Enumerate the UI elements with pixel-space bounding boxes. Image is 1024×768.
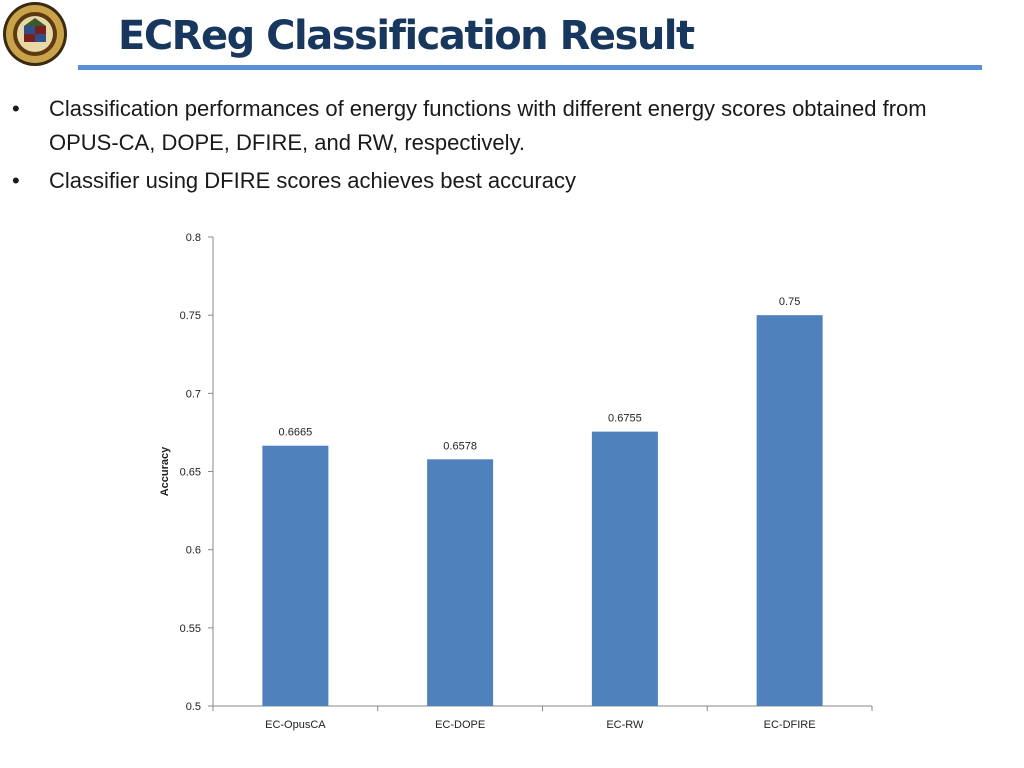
bullet-text: Classification performances of energy fu… (49, 96, 927, 155)
x-tick-label: EC-RW (606, 719, 644, 731)
bullet-marker: • (12, 96, 20, 121)
bullet-text: Classifier using DFIRE scores achieves b… (49, 168, 576, 193)
bar-ec-opusca (262, 445, 329, 706)
bullet-item: • Classification performances of energy … (0, 92, 939, 160)
y-axis-title: Accuracy (159, 446, 171, 496)
x-tick-label: EC-DOPE (435, 719, 485, 731)
bullet-list: • Classification performances of energy … (0, 92, 939, 202)
bullet-marker: • (12, 168, 20, 193)
slide-title: ECReg Classification Result (118, 13, 695, 59)
y-tick-label: 0.7 (186, 388, 201, 400)
x-tick-label: EC-OpusCA (265, 719, 326, 731)
x-tick-label: EC-DFIRE (764, 719, 816, 731)
bullet-item: • Classifier using DFIRE scores achieves… (0, 164, 939, 198)
y-tick-label: 0.75 (180, 310, 201, 322)
bar-ec-dope (427, 459, 494, 706)
bar-ec-rw (591, 431, 658, 706)
y-tick-label: 0.6 (186, 545, 201, 557)
title-underline (78, 65, 982, 70)
bar-ec-dfire (756, 315, 823, 706)
y-tick-label: 0.65 (180, 467, 201, 479)
y-tick-label: 0.5 (186, 701, 201, 713)
y-tick-label: 0.8 (186, 232, 201, 244)
data-label: 0.6665 (279, 427, 313, 439)
data-label: 0.6755 (608, 413, 642, 425)
university-seal-icon (3, 2, 67, 66)
data-label: 0.75 (779, 296, 800, 308)
data-label: 0.6578 (443, 440, 477, 452)
y-tick-label: 0.55 (180, 623, 201, 635)
